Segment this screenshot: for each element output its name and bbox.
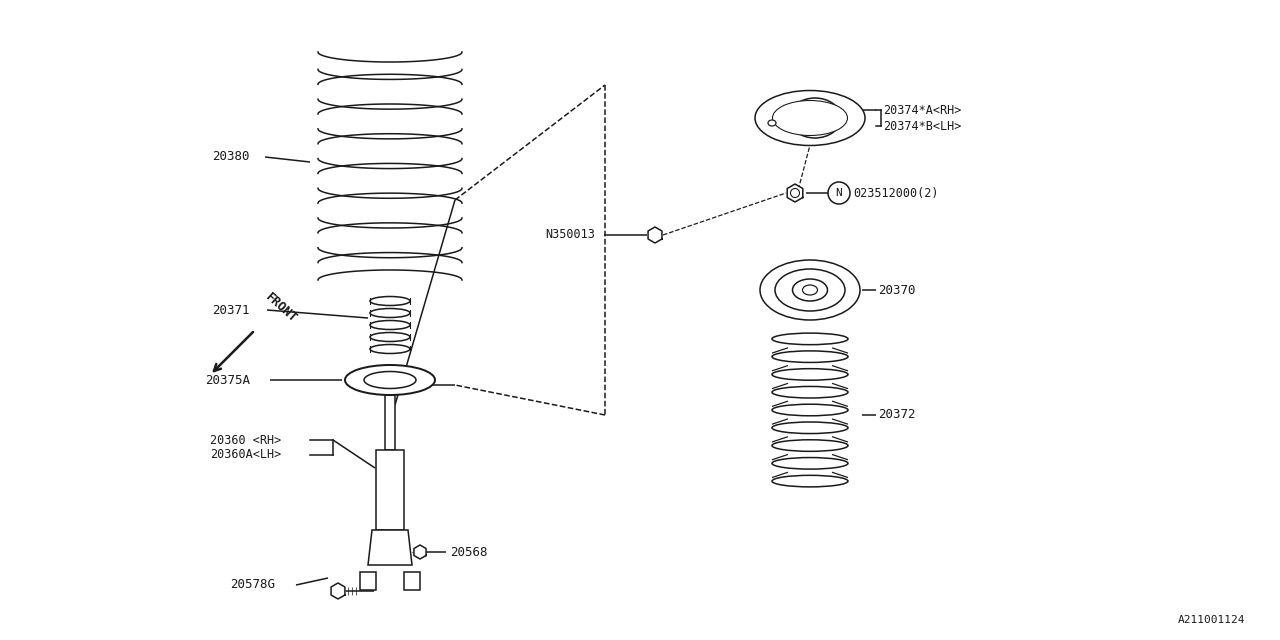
Ellipse shape bbox=[791, 189, 800, 198]
Text: 20375A: 20375A bbox=[205, 374, 250, 387]
Ellipse shape bbox=[772, 476, 849, 487]
Ellipse shape bbox=[772, 333, 849, 345]
Text: 20568: 20568 bbox=[451, 545, 488, 559]
Ellipse shape bbox=[772, 369, 849, 380]
Text: 20371: 20371 bbox=[212, 303, 250, 317]
Polygon shape bbox=[376, 450, 404, 530]
Text: FRONT: FRONT bbox=[262, 291, 300, 325]
Text: 20360A<LH>: 20360A<LH> bbox=[210, 449, 282, 461]
Text: A211001124: A211001124 bbox=[1178, 615, 1245, 625]
Ellipse shape bbox=[774, 269, 845, 311]
Ellipse shape bbox=[773, 100, 847, 136]
Polygon shape bbox=[787, 184, 803, 202]
Text: 20380: 20380 bbox=[212, 150, 250, 163]
Ellipse shape bbox=[803, 285, 818, 295]
Polygon shape bbox=[385, 390, 396, 450]
Ellipse shape bbox=[772, 422, 849, 433]
Ellipse shape bbox=[760, 260, 860, 320]
Text: 20370: 20370 bbox=[878, 284, 915, 296]
Ellipse shape bbox=[370, 296, 410, 305]
Ellipse shape bbox=[346, 365, 435, 395]
Ellipse shape bbox=[370, 321, 410, 330]
Ellipse shape bbox=[772, 387, 849, 398]
Text: 20374*B<LH>: 20374*B<LH> bbox=[883, 120, 961, 132]
Text: 20360 <RH>: 20360 <RH> bbox=[210, 433, 282, 447]
Text: N350013: N350013 bbox=[545, 228, 595, 241]
Polygon shape bbox=[648, 227, 662, 243]
Text: 023512000(2): 023512000(2) bbox=[852, 186, 938, 200]
Ellipse shape bbox=[772, 440, 849, 451]
Text: 20578G: 20578G bbox=[230, 579, 275, 591]
Ellipse shape bbox=[370, 344, 410, 353]
Circle shape bbox=[828, 182, 850, 204]
Polygon shape bbox=[413, 545, 426, 559]
Ellipse shape bbox=[772, 404, 849, 416]
Ellipse shape bbox=[788, 98, 841, 138]
Ellipse shape bbox=[792, 279, 827, 301]
Text: 20372: 20372 bbox=[878, 408, 915, 422]
Ellipse shape bbox=[370, 308, 410, 317]
Ellipse shape bbox=[364, 371, 416, 388]
Ellipse shape bbox=[370, 333, 410, 342]
Ellipse shape bbox=[755, 90, 865, 145]
Polygon shape bbox=[360, 572, 376, 590]
Polygon shape bbox=[369, 530, 412, 565]
Ellipse shape bbox=[772, 458, 849, 469]
Ellipse shape bbox=[768, 120, 776, 126]
Text: 20374*A<RH>: 20374*A<RH> bbox=[883, 104, 961, 116]
Polygon shape bbox=[404, 572, 420, 590]
Ellipse shape bbox=[772, 351, 849, 362]
Text: N: N bbox=[836, 188, 842, 198]
Polygon shape bbox=[332, 583, 344, 599]
